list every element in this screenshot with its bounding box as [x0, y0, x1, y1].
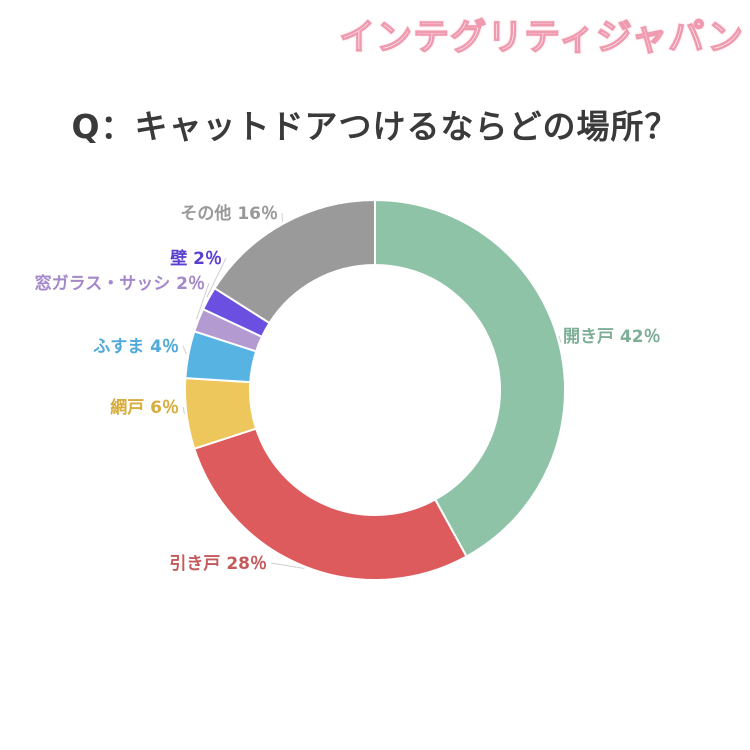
- watermark: インテグリティジャパン: [339, 16, 744, 58]
- slice-label-5: 窓ガラス・サッシ 2％: [35, 273, 205, 294]
- leader-line-6: [206, 257, 227, 298]
- slice-label-2: 引き戸 28％: [169, 554, 267, 574]
- slice-2: [193, 427, 468, 581]
- chart-title: Q：キャットドアつけるならどの場所？: [71, 107, 679, 146]
- slice-label-4: ふすま 4％: [93, 337, 179, 357]
- slice-label-3: 網戸 6％: [110, 397, 179, 418]
- leader-line-3: [182, 406, 186, 415]
- slice-7: [213, 198, 376, 325]
- slice-label-6: 壁 2％: [170, 248, 222, 269]
- slice-label-7: その他 16％: [180, 203, 278, 224]
- leader-line-4: [182, 345, 187, 355]
- leader-line-1: [558, 335, 562, 343]
- leader-line-5: [196, 282, 210, 320]
- slice-label-1: 開き戸 42％: [563, 327, 661, 347]
- leader-line-2: [270, 562, 305, 570]
- slice-1: [374, 198, 566, 558]
- leader-line-7: [281, 212, 284, 222]
